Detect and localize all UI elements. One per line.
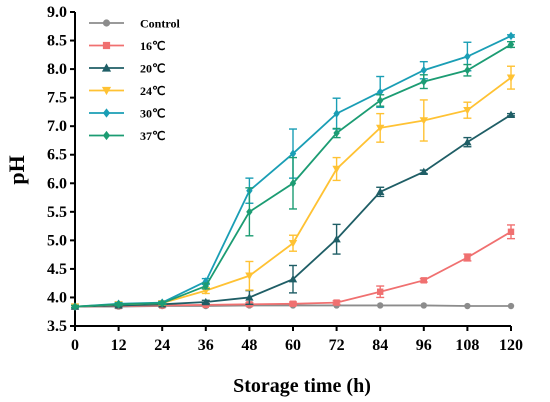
- x-axis-title: Storage time (h): [233, 375, 371, 397]
- legend-label: 16℃: [140, 39, 165, 53]
- data-point: [289, 179, 297, 188]
- y-tick-label: 8.5: [47, 33, 67, 50]
- data-point: [506, 74, 516, 82]
- data-point: [507, 40, 515, 49]
- data-point: [115, 300, 122, 309]
- y-tick-label: 5.0: [47, 232, 67, 249]
- data-point: [419, 117, 428, 125]
- y-tick-label: 6.0: [47, 175, 67, 192]
- data-point: [507, 302, 515, 310]
- y-tick-label: 9.0: [47, 4, 67, 21]
- y-tick-label: 7.0: [47, 118, 67, 135]
- data-point: [333, 109, 340, 118]
- x-tick-label: 84: [372, 337, 388, 354]
- x-tick-label: 72: [329, 337, 345, 354]
- x-tick-label: 120: [499, 337, 523, 354]
- data-point: [377, 96, 384, 105]
- x-tick-label: 24: [154, 337, 170, 354]
- y-tick-label: 7.5: [47, 90, 67, 107]
- data-point: [464, 302, 471, 310]
- legend-label: 24℃: [140, 84, 165, 98]
- data-point: [245, 272, 254, 280]
- data-point: [420, 277, 427, 284]
- data-point: [506, 110, 516, 118]
- data-point: [201, 297, 210, 306]
- data-point: [333, 128, 340, 138]
- legend-marker: [101, 86, 112, 96]
- data-point: [507, 31, 515, 41]
- data-point: [377, 288, 384, 295]
- data-point: [245, 293, 254, 301]
- x-tick-label: 12: [111, 337, 127, 354]
- data-point: [463, 106, 472, 115]
- data-point: [332, 235, 341, 243]
- data-point: [420, 77, 427, 86]
- y-tick-label: 5.5: [47, 204, 67, 221]
- data-point: [464, 66, 471, 75]
- x-tick-label: 0: [71, 337, 79, 354]
- y-tick-label: 6.5: [47, 147, 67, 164]
- data-point: [289, 300, 297, 307]
- data-point: [464, 52, 471, 61]
- legend-marker: [102, 41, 111, 50]
- data-point: [376, 187, 385, 196]
- data-point: [463, 137, 472, 146]
- y-axis-title: pH: [4, 155, 29, 184]
- data-point: [376, 124, 385, 133]
- legend-marker: [102, 19, 111, 27]
- data-point: [507, 228, 515, 235]
- data-point: [159, 298, 166, 308]
- data-point: [419, 167, 428, 176]
- data-point: [420, 302, 427, 309]
- data-point: [332, 165, 341, 174]
- x-tick-label: 48: [241, 337, 257, 354]
- data-point: [71, 302, 79, 311]
- legend-marker: [102, 130, 111, 141]
- x-tick-label: 60: [285, 337, 301, 354]
- data-point: [288, 240, 298, 248]
- data-point: [464, 254, 471, 261]
- y-tick-label: 4.0: [47, 289, 67, 306]
- legend-label: 37℃: [140, 129, 165, 143]
- x-tick-label: 36: [198, 337, 214, 354]
- data-point: [202, 281, 209, 291]
- data-point: [289, 149, 297, 158]
- y-tick-label: 4.5: [47, 261, 67, 278]
- legend-label: 30℃: [140, 107, 165, 121]
- legend-label: Control: [140, 17, 180, 31]
- x-tick-label: 108: [455, 337, 479, 354]
- x-tick-label: 96: [416, 337, 432, 354]
- data-point: [246, 207, 253, 217]
- data-point: [377, 302, 384, 309]
- y-tick-label: 8.0: [47, 61, 67, 78]
- legend-marker: [101, 63, 112, 72]
- data-point: [377, 87, 384, 97]
- data-point: [420, 66, 427, 75]
- legend-label: 20℃: [140, 62, 165, 76]
- legend-marker: [102, 108, 111, 118]
- data-point: [288, 274, 298, 283]
- data-point: [333, 299, 340, 306]
- y-tick-label: 3.5: [47, 318, 67, 335]
